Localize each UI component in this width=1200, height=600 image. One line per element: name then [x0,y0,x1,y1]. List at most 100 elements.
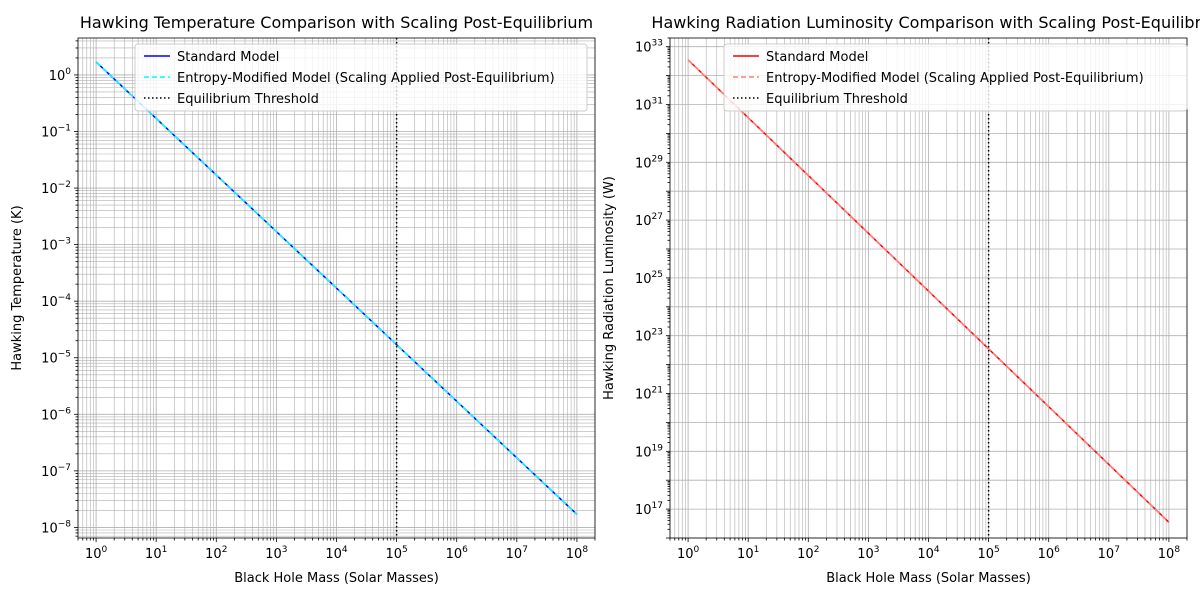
tick-label-base: 10 [635,272,652,287]
tick-label-base: 10 [797,547,814,562]
tick-label-base: 10 [635,41,652,56]
legend: Standard Model Entropy-Modified Model (Sc… [134,43,588,112]
tick-label-base: 10 [205,547,222,562]
x-tick-label: 106 [1038,545,1061,562]
tick-label-base: 10 [1038,547,1055,562]
tick-label-base: 10 [41,295,58,310]
tick-label-base: 10 [635,214,652,229]
tick-label-exponent: 8 [582,545,588,555]
tick-label-exponent: −7 [58,463,71,473]
y-tick-label: 10−3 [41,237,71,254]
tick-label-exponent: 25 [652,270,663,280]
tick-label-base: 10 [566,547,583,562]
tick-label-exponent: −8 [58,519,72,529]
tick-label-base: 10 [857,547,874,562]
tick-label-exponent: 17 [652,501,663,511]
x-axis-label: Black Hole Mass (Solar Masses) [234,571,439,586]
tick-label-base: 10 [41,465,58,480]
tick-label-exponent: 2 [222,545,228,555]
legend-label: Standard Model [177,50,279,65]
legend-label: Entropy-Modified Model (Scaling Applied … [177,71,555,86]
tick-label-base: 10 [635,445,652,460]
tick-label-base: 10 [325,547,342,562]
tick-label-base: 10 [145,547,162,562]
tick-label-base: 10 [41,182,58,197]
tick-label-base: 10 [635,156,652,171]
x-tick-label: 108 [566,545,589,562]
y-tick-label: 1017 [635,501,663,518]
y-tick-label: 10−5 [41,350,71,367]
tick-label-exponent: 23 [652,328,663,338]
y-tick-label: 10−7 [41,463,71,480]
y-tick-label: 1025 [635,270,663,287]
tick-label-base: 10 [635,503,652,518]
tick-label-exponent: 2 [814,545,820,555]
y-tick-label: 1031 [635,96,663,113]
tick-label-base: 10 [506,547,523,562]
tick-label-exponent: 8 [1174,545,1180,555]
legend-label: Entropy-Modified Model (Scaling Applied … [766,71,1144,86]
tick-label-base: 10 [265,547,282,562]
grid [669,38,1188,539]
tick-label-base: 10 [977,547,994,562]
x-tick-label: 104 [325,545,348,562]
legend-box [723,43,1188,112]
chart-panel-1: 100 101 102 103 104 105 106 107 10810−810−710−61… [10,13,596,586]
tick-label-exponent: 7 [1114,545,1120,555]
tick-label-base: 10 [1158,547,1175,562]
x-tick-label: 107 [1098,545,1120,562]
tick-label-exponent: 0 [65,67,71,77]
x-tick-label: 103 [857,545,879,562]
x-tick-label: 101 [737,545,759,562]
x-tick-label: 108 [1158,545,1181,562]
y-axis-label: Hawking Radiation Luminosity (W) [602,176,617,400]
chart-panel-2: 100 101 102 103 104 105 106 107 1081017101910211… [602,13,1200,586]
y-tick-label: 1033 [635,39,663,56]
y-axis-label: Hawking Temperature (K) [10,205,25,370]
tick-label-exponent: −5 [58,350,71,360]
x-tick-label: 100 [85,545,108,562]
legend-box [134,43,588,112]
x-axis: 100 101 102 103 104 105 106 107 108 [77,538,596,562]
tick-label-exponent: 19 [652,443,664,453]
legend: Standard Model Entropy-Modified Model (Sc… [723,43,1188,112]
y-tick-label: 1027 [635,212,663,229]
x-tick-label: 102 [205,545,227,562]
tick-label-base: 10 [41,521,58,536]
tick-label-base: 10 [41,239,58,254]
x-axis-label: Black Hole Mass (Solar Masses) [826,571,1031,586]
tick-label-base: 10 [385,547,402,562]
chart-title: Hawking Radiation Luminosity Comparison … [651,13,1200,32]
tick-label-base: 10 [41,126,58,141]
tick-label-exponent: −4 [58,293,72,303]
series-line-entropy-modified-model [95,61,578,515]
tick-label-exponent: 1 [162,545,168,555]
y-tick-label: 10−1 [41,124,71,141]
tick-label-exponent: 5 [994,545,1000,555]
legend-label: Equilibrium Threshold [766,92,908,107]
chart-title: Hawking Temperature Comparison with Scal… [80,13,593,32]
y-tick-label: 10−2 [41,180,71,197]
tick-label-exponent: 4 [934,545,940,555]
tick-label-base: 10 [635,330,652,345]
x-tick-label: 101 [145,545,167,562]
tick-label-exponent: 3 [874,545,880,555]
tick-label-exponent: 3 [282,545,288,555]
tick-label-exponent: 6 [1054,545,1060,555]
tick-label-exponent: 27 [652,212,663,222]
tick-label-exponent: 33 [652,39,663,49]
tick-label-exponent: −1 [58,124,71,134]
x-tick-label: 105 [977,545,999,562]
tick-label-base: 10 [917,547,934,562]
tick-label-exponent: 1 [754,545,760,555]
y-tick-label: 1023 [635,328,663,345]
x-tick-label: 102 [797,545,819,562]
tick-label-exponent: 5 [402,545,408,555]
x-tick-label: 106 [446,545,469,562]
y-tick-label: 10−6 [41,406,71,423]
y-tick-label: 1029 [635,154,663,171]
tick-label-base: 10 [41,352,58,367]
y-tick-label: 1021 [635,385,663,402]
